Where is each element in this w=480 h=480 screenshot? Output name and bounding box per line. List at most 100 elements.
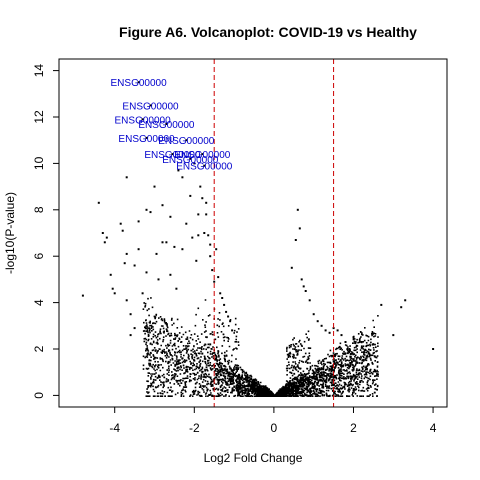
data-point <box>189 195 191 197</box>
x-tick-label: 4 <box>430 421 437 435</box>
data-point <box>392 334 394 336</box>
data-point <box>138 248 140 250</box>
data-point <box>321 325 323 327</box>
x-tick-label: 0 <box>271 421 278 435</box>
data-point <box>134 265 136 267</box>
data-point <box>138 220 140 222</box>
data-point <box>134 327 136 329</box>
data-point <box>130 313 132 315</box>
chart-title: Figure A6. Volcanoplot: COVID-19 vs Heal… <box>119 24 417 40</box>
data-point <box>211 269 213 271</box>
data-point <box>380 304 382 306</box>
data-point <box>110 274 112 276</box>
data-point <box>173 246 175 248</box>
gene-label: ENSG00000 <box>138 120 195 131</box>
data-point <box>162 204 164 206</box>
data-point <box>215 248 217 250</box>
gene-label: ENSG00000 <box>176 162 233 173</box>
data-point <box>181 248 183 250</box>
data-point <box>372 343 374 345</box>
y-axis-label: -log10(P-value) <box>3 192 17 274</box>
y-tick-label: 2 <box>32 345 46 352</box>
data-point <box>175 288 177 290</box>
data-point <box>291 267 293 269</box>
y-tick-label: 0 <box>32 392 46 399</box>
data-point <box>293 367 295 369</box>
data-point <box>177 383 179 385</box>
data-point <box>315 378 317 380</box>
data-point <box>126 253 128 255</box>
data-point <box>209 343 211 345</box>
data-point <box>158 278 160 280</box>
data-point <box>201 353 203 355</box>
data-point <box>169 216 171 218</box>
data-point <box>329 332 331 334</box>
data-point <box>323 371 325 373</box>
data-point <box>221 297 223 299</box>
x-axis-label: Log2 Fold Change <box>204 451 303 465</box>
y-tick-label: 14 <box>32 64 46 78</box>
data-point <box>227 316 229 318</box>
data-point <box>169 274 171 276</box>
data-point <box>337 329 339 331</box>
data-point <box>104 241 106 243</box>
data-point <box>305 290 307 292</box>
data-point <box>201 197 203 199</box>
data-point <box>317 320 319 322</box>
data-point <box>185 369 187 371</box>
data-point <box>130 334 132 336</box>
data-point <box>209 244 211 246</box>
data-point <box>297 209 299 211</box>
data-point <box>303 285 305 287</box>
data-point <box>156 253 158 255</box>
data-point <box>299 227 301 229</box>
data-point <box>307 362 309 364</box>
data-point <box>295 239 297 241</box>
data-point <box>217 276 219 278</box>
data-point <box>203 232 205 234</box>
gene-label: ENSG00000 <box>158 136 215 147</box>
data-point <box>325 329 327 331</box>
data-point <box>309 299 311 301</box>
data-point <box>126 176 128 178</box>
data-point <box>158 364 160 366</box>
data-point <box>146 271 148 273</box>
data-point <box>124 262 126 264</box>
data-point <box>102 232 104 234</box>
data-point <box>209 255 211 257</box>
data-point <box>205 202 207 204</box>
data-point <box>400 306 402 308</box>
data-point <box>229 320 231 322</box>
y-tick-label: 12 <box>32 110 46 124</box>
data-point <box>207 234 209 236</box>
data-point <box>404 299 406 301</box>
data-point <box>313 313 315 315</box>
data-point <box>432 348 434 350</box>
data-point <box>199 186 201 188</box>
data-point <box>114 292 116 294</box>
data-point <box>181 176 183 178</box>
x-tick-label: -4 <box>109 421 120 435</box>
data-point <box>301 278 303 280</box>
data-point <box>197 234 199 236</box>
data-point <box>297 350 299 352</box>
data-point <box>219 292 221 294</box>
data-point <box>142 292 144 294</box>
data-point <box>126 299 128 301</box>
data-point <box>106 237 108 239</box>
x-tick-label: 2 <box>350 421 357 435</box>
data-point <box>98 202 100 204</box>
data-point <box>360 341 362 343</box>
data-point <box>353 336 355 338</box>
data-point <box>165 381 167 383</box>
data-point <box>213 281 215 283</box>
data-point <box>154 186 156 188</box>
data-point <box>205 213 207 215</box>
data-point <box>195 260 197 262</box>
data-point <box>341 334 343 336</box>
data-point <box>345 341 347 343</box>
data-point <box>173 376 175 378</box>
data-point <box>165 241 167 243</box>
